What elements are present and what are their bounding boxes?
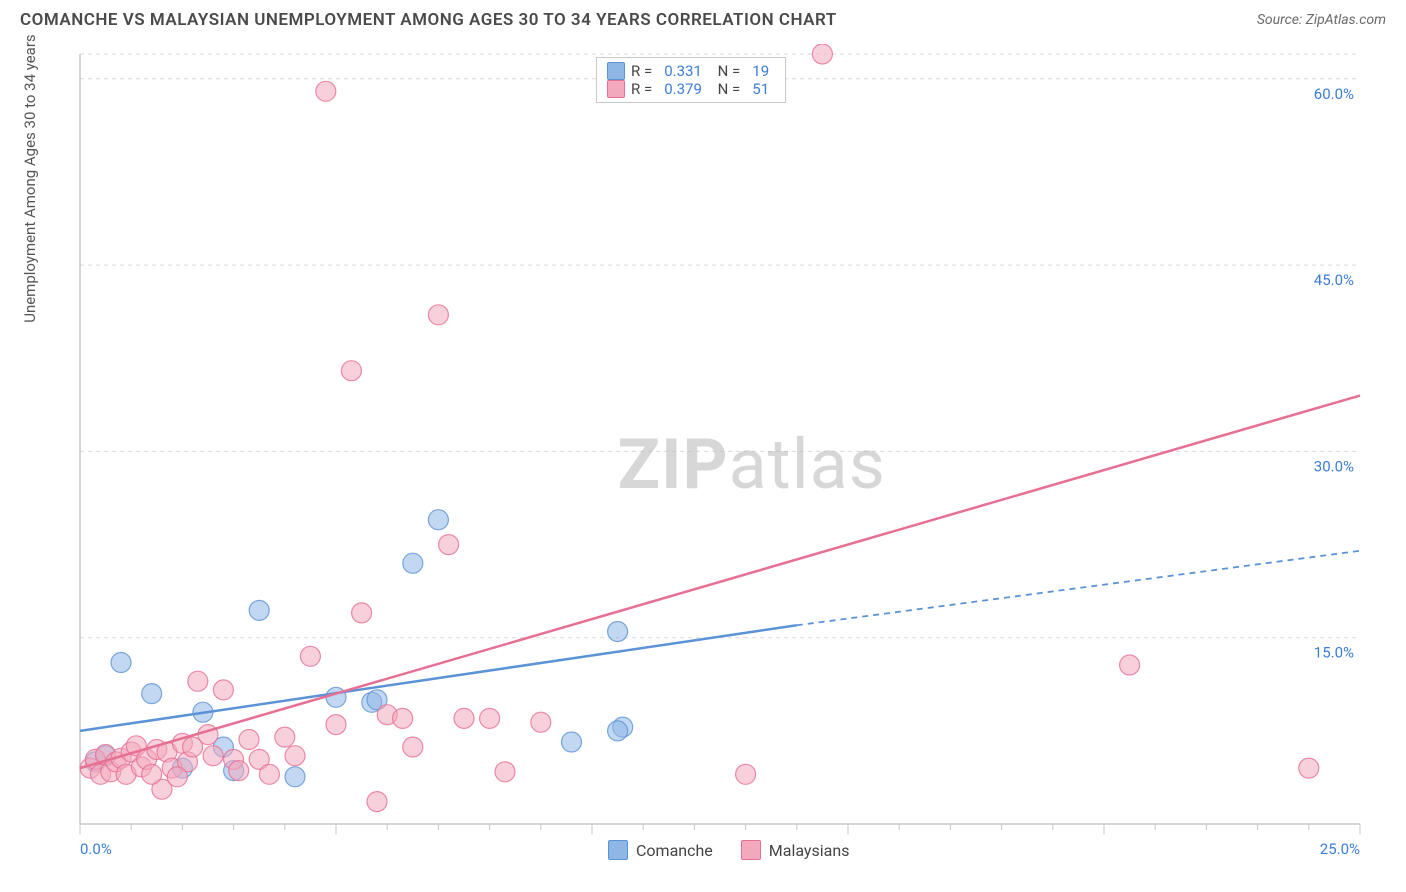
source-attribution: Source: ZipAtlas.com: [1257, 12, 1386, 28]
legend-r-value: 0.331: [658, 62, 708, 80]
source-prefix: Source:: [1257, 12, 1306, 28]
legend-swatch: [607, 80, 625, 98]
legend-row: R = 0.379 N = 51: [607, 80, 775, 98]
svg-text:60.0%: 60.0%: [1314, 85, 1354, 103]
legend-r-label: R =: [631, 62, 652, 80]
legend-n-value: 51: [746, 80, 775, 98]
svg-text:30.0%: 30.0%: [1314, 457, 1354, 475]
legend-swatch: [607, 62, 625, 80]
series-legend-item: Comanche: [608, 840, 713, 860]
legend-r-label: R =: [631, 80, 652, 98]
svg-text:45.0%: 45.0%: [1314, 271, 1354, 289]
y-axis-label: Unemployment Among Ages 30 to 34 years: [21, 34, 39, 322]
chart-area: Unemployment Among Ages 30 to 34 years 0…: [48, 44, 1386, 872]
legend-n-label: N =: [714, 80, 740, 98]
series-name: Malaysians: [769, 841, 850, 860]
chart-header: COMANCHE VS MALAYSIAN UNEMPLOYMENT AMONG…: [0, 0, 1406, 38]
series-legend-item: Malaysians: [741, 840, 850, 860]
svg-text:15.0%: 15.0%: [1314, 644, 1354, 662]
series-name: Comanche: [636, 841, 713, 860]
legend-n-label: N =: [714, 62, 740, 80]
legend-swatch: [741, 840, 761, 860]
chart-title: COMANCHE VS MALAYSIAN UNEMPLOYMENT AMONG…: [20, 10, 837, 30]
svg-text:0.0%: 0.0%: [80, 840, 112, 858]
legend-row: R = 0.331 N = 19: [607, 62, 775, 80]
scatter-chart: 0.0% 25.0% 15.0% 30.0% 45.0% 60.0%: [48, 44, 1386, 872]
legend-r-value: 0.379: [658, 80, 708, 98]
correlation-legend: R = 0.331 N = 19R = 0.379 N = 51: [596, 57, 786, 103]
legend-swatch: [608, 840, 628, 860]
legend-n-value: 19: [746, 62, 775, 80]
series-legend: Comanche Malaysians: [608, 840, 849, 860]
svg-text:25.0%: 25.0%: [1320, 840, 1360, 858]
source-name: ZipAtlas.com: [1306, 12, 1386, 28]
